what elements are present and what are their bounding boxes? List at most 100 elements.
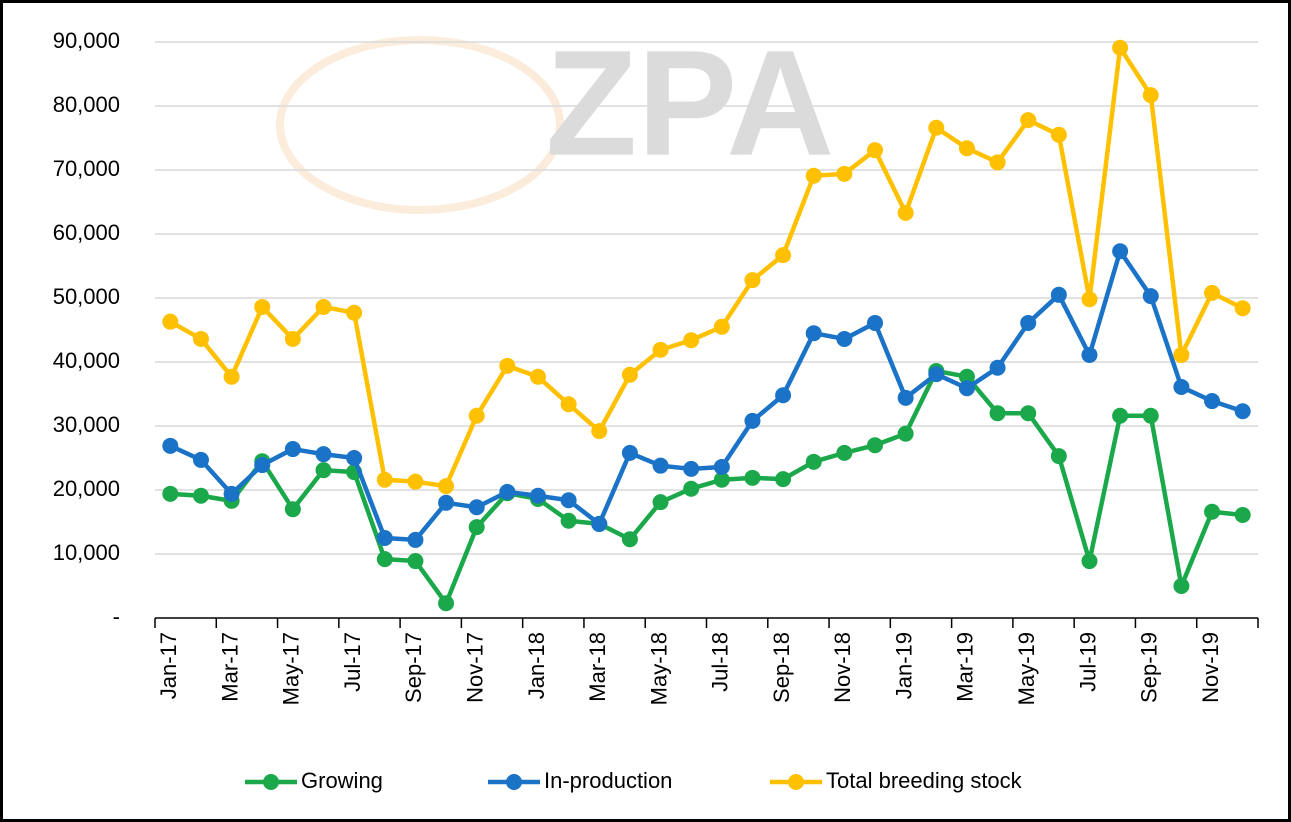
point: [989, 359, 1006, 376]
point: [529, 368, 546, 385]
point: [223, 368, 240, 385]
point: [192, 330, 209, 347]
point: [499, 483, 516, 500]
point: [1234, 300, 1251, 317]
point: [1112, 243, 1129, 260]
point: [1050, 286, 1067, 303]
point: [315, 298, 332, 315]
point: [744, 412, 761, 429]
point: [468, 407, 485, 424]
point: [1142, 407, 1159, 424]
x-tick-label: Mar-19: [953, 632, 978, 702]
point: [315, 462, 332, 479]
point: [591, 423, 608, 440]
y-tick-label: 10,000: [53, 540, 120, 565]
x-tick-label: Jul-18: [708, 632, 733, 692]
point: [836, 444, 853, 461]
point: [805, 453, 822, 470]
point: [652, 494, 669, 511]
point: [315, 446, 332, 463]
point: [438, 478, 455, 495]
point: [683, 460, 700, 477]
point: [438, 494, 455, 511]
x-tick-label: May-19: [1014, 632, 1039, 705]
point: [1142, 87, 1159, 104]
point: [1020, 405, 1037, 422]
point: [1173, 578, 1190, 594]
x-tick-label: May-17: [279, 632, 304, 705]
legend-label: Total breeding stock: [826, 768, 1023, 793]
point: [1173, 346, 1190, 363]
x-tick-label: Nov-18: [830, 632, 855, 703]
point: [407, 473, 424, 490]
point: [1204, 503, 1221, 520]
x-tick-label: Jul-17: [340, 632, 365, 692]
y-tick-label: 90,000: [53, 28, 120, 53]
y-tick-label: 70,000: [53, 156, 120, 181]
x-tick-label: Jan-19: [891, 632, 916, 699]
point: [958, 380, 975, 397]
point: [254, 298, 271, 315]
point: [1204, 284, 1221, 301]
point: [621, 444, 638, 461]
point: [989, 154, 1006, 171]
point: [652, 457, 669, 474]
y-tick-label: 50,000: [53, 284, 120, 309]
point: [897, 425, 914, 442]
y-tick-label: 30,000: [53, 412, 120, 437]
watermark-logo: ZPA: [276, 19, 835, 214]
point: [254, 457, 271, 474]
point: [560, 512, 577, 529]
point: [928, 366, 945, 383]
point: [346, 304, 363, 321]
x-tick-label: Sep-17: [401, 632, 426, 703]
point: [560, 396, 577, 413]
point: [621, 366, 638, 383]
point: [376, 471, 393, 488]
point: [499, 357, 516, 374]
point: [376, 551, 393, 568]
point: [775, 387, 792, 404]
point: [744, 272, 761, 289]
point: [775, 471, 792, 488]
point: [652, 341, 669, 358]
point: [683, 332, 700, 349]
point: [1112, 407, 1129, 424]
point: [897, 204, 914, 221]
point: [284, 330, 301, 347]
watermark: ZPA: [546, 19, 835, 187]
point: [805, 325, 822, 342]
y-tick-label: 60,000: [53, 220, 120, 245]
point: [713, 318, 730, 335]
legend-marker: [788, 774, 804, 790]
point: [407, 531, 424, 548]
point: [713, 471, 730, 488]
point: [1234, 506, 1251, 523]
point: [867, 142, 884, 159]
point: [958, 368, 975, 385]
point: [1020, 112, 1037, 129]
point: [1112, 39, 1129, 56]
x-tick-label: Mar-17: [217, 632, 242, 702]
y-tick-label: 40,000: [53, 348, 120, 373]
x-tick-label: Mar-18: [585, 632, 610, 702]
point: [1173, 378, 1190, 395]
x-tick-label: May-18: [646, 632, 671, 705]
point: [805, 167, 822, 184]
x-tick-label: Jan-18: [524, 632, 549, 699]
point: [1204, 393, 1221, 410]
legend-label: In-production: [544, 768, 672, 793]
point: [162, 313, 179, 330]
point: [1050, 448, 1067, 465]
point: [775, 247, 792, 264]
point: [1081, 553, 1098, 570]
point: [1081, 346, 1098, 363]
point: [989, 405, 1006, 422]
point: [1234, 403, 1251, 420]
point: [1050, 126, 1067, 143]
point: [284, 501, 301, 518]
point: [867, 314, 884, 331]
point: [162, 437, 179, 454]
